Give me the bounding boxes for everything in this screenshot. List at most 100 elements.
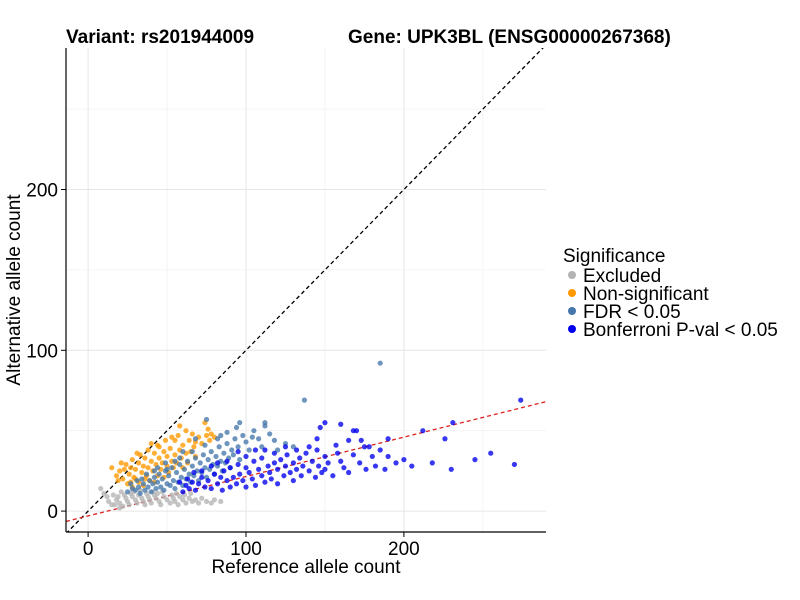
data-point — [151, 474, 158, 480]
legend-entry: FDR < 0.05 — [568, 302, 681, 323]
data-point — [126, 471, 132, 477]
data-point — [109, 465, 115, 471]
data-point — [143, 471, 150, 477]
data-point — [229, 447, 235, 453]
data-point — [230, 474, 236, 480]
data-point — [191, 469, 197, 476]
data-point — [167, 482, 173, 488]
data-point — [161, 487, 167, 493]
data-point — [197, 460, 203, 466]
data-point — [314, 447, 320, 453]
data-point — [333, 442, 339, 448]
series-bonferroni-p-val-0-05 — [177, 397, 524, 495]
data-point — [136, 484, 142, 490]
data-point — [262, 420, 268, 426]
data-point — [192, 497, 199, 503]
data-point — [173, 490, 180, 497]
data-point — [511, 461, 518, 468]
data-point — [170, 477, 176, 484]
data-point — [169, 465, 175, 471]
data-point — [154, 479, 161, 485]
data-point — [154, 465, 161, 471]
legend-key — [568, 307, 576, 315]
data-point — [101, 490, 107, 497]
data-point — [203, 432, 210, 439]
data-point — [297, 455, 303, 461]
data-point — [147, 477, 153, 484]
data-point — [219, 487, 225, 493]
data-point — [227, 465, 233, 471]
data-point — [208, 449, 214, 455]
data-point — [293, 466, 300, 472]
data-point — [139, 476, 145, 482]
data-point — [240, 432, 246, 439]
data-point — [301, 397, 308, 403]
data-point — [224, 477, 230, 484]
data-point — [167, 500, 173, 506]
data-point — [246, 469, 252, 476]
data-point — [145, 484, 151, 490]
x-tick-label: 100 — [230, 539, 262, 560]
data-point — [309, 458, 315, 464]
data-point — [429, 460, 435, 466]
data-point — [154, 490, 161, 497]
data-point — [199, 495, 205, 501]
data-point — [338, 421, 344, 427]
data-point — [249, 476, 255, 482]
data-point — [189, 479, 195, 485]
data-point — [121, 492, 128, 498]
data-point — [409, 463, 415, 469]
data-point — [314, 436, 320, 442]
data-point — [199, 468, 205, 474]
x-axis-label: Reference allele count — [211, 557, 401, 578]
data-point — [377, 447, 383, 453]
data-point — [233, 481, 240, 487]
data-point — [148, 440, 154, 447]
y-axis-label: Alternative allele count — [4, 194, 25, 386]
data-point — [251, 428, 257, 434]
data-point — [120, 476, 126, 482]
data-point — [134, 450, 140, 456]
data-point — [186, 485, 192, 492]
data-point — [208, 431, 214, 437]
data-point — [181, 466, 188, 472]
data-point — [126, 502, 132, 508]
data-point — [306, 444, 312, 450]
legend: Significance ExcludedNon-significantFDR … — [563, 246, 778, 341]
data-point — [205, 426, 211, 432]
data-point — [117, 468, 123, 474]
data-point — [274, 447, 281, 453]
data-point — [377, 360, 383, 366]
data-point — [148, 458, 154, 464]
data-point — [232, 436, 238, 442]
data-point — [274, 466, 281, 472]
data-point — [259, 473, 265, 479]
data-point — [488, 450, 494, 456]
data-point — [303, 450, 309, 456]
y-tick-label: 0 — [47, 502, 58, 523]
data-point — [284, 452, 290, 458]
data-point — [188, 490, 194, 497]
data-point — [148, 489, 154, 495]
data-point — [117, 500, 123, 506]
data-point — [230, 452, 236, 458]
legend-label: Bonferroni P-val < 0.05 — [583, 320, 778, 341]
data-point — [129, 494, 135, 500]
data-point — [134, 477, 140, 484]
data-point — [203, 416, 210, 423]
chart-title-variant: Variant: rs201944009 — [66, 27, 254, 48]
data-point — [177, 494, 183, 500]
data-point — [211, 471, 218, 477]
data-point — [300, 463, 306, 469]
data-point — [224, 440, 230, 447]
data-point — [213, 453, 219, 460]
data-point — [252, 447, 259, 453]
data-point — [448, 466, 454, 472]
data-point — [274, 481, 281, 487]
data-point — [172, 485, 178, 492]
series-excluded — [98, 485, 224, 511]
data-point — [151, 468, 158, 474]
data-point — [169, 492, 175, 498]
data-point — [293, 447, 300, 453]
data-point — [183, 482, 189, 488]
